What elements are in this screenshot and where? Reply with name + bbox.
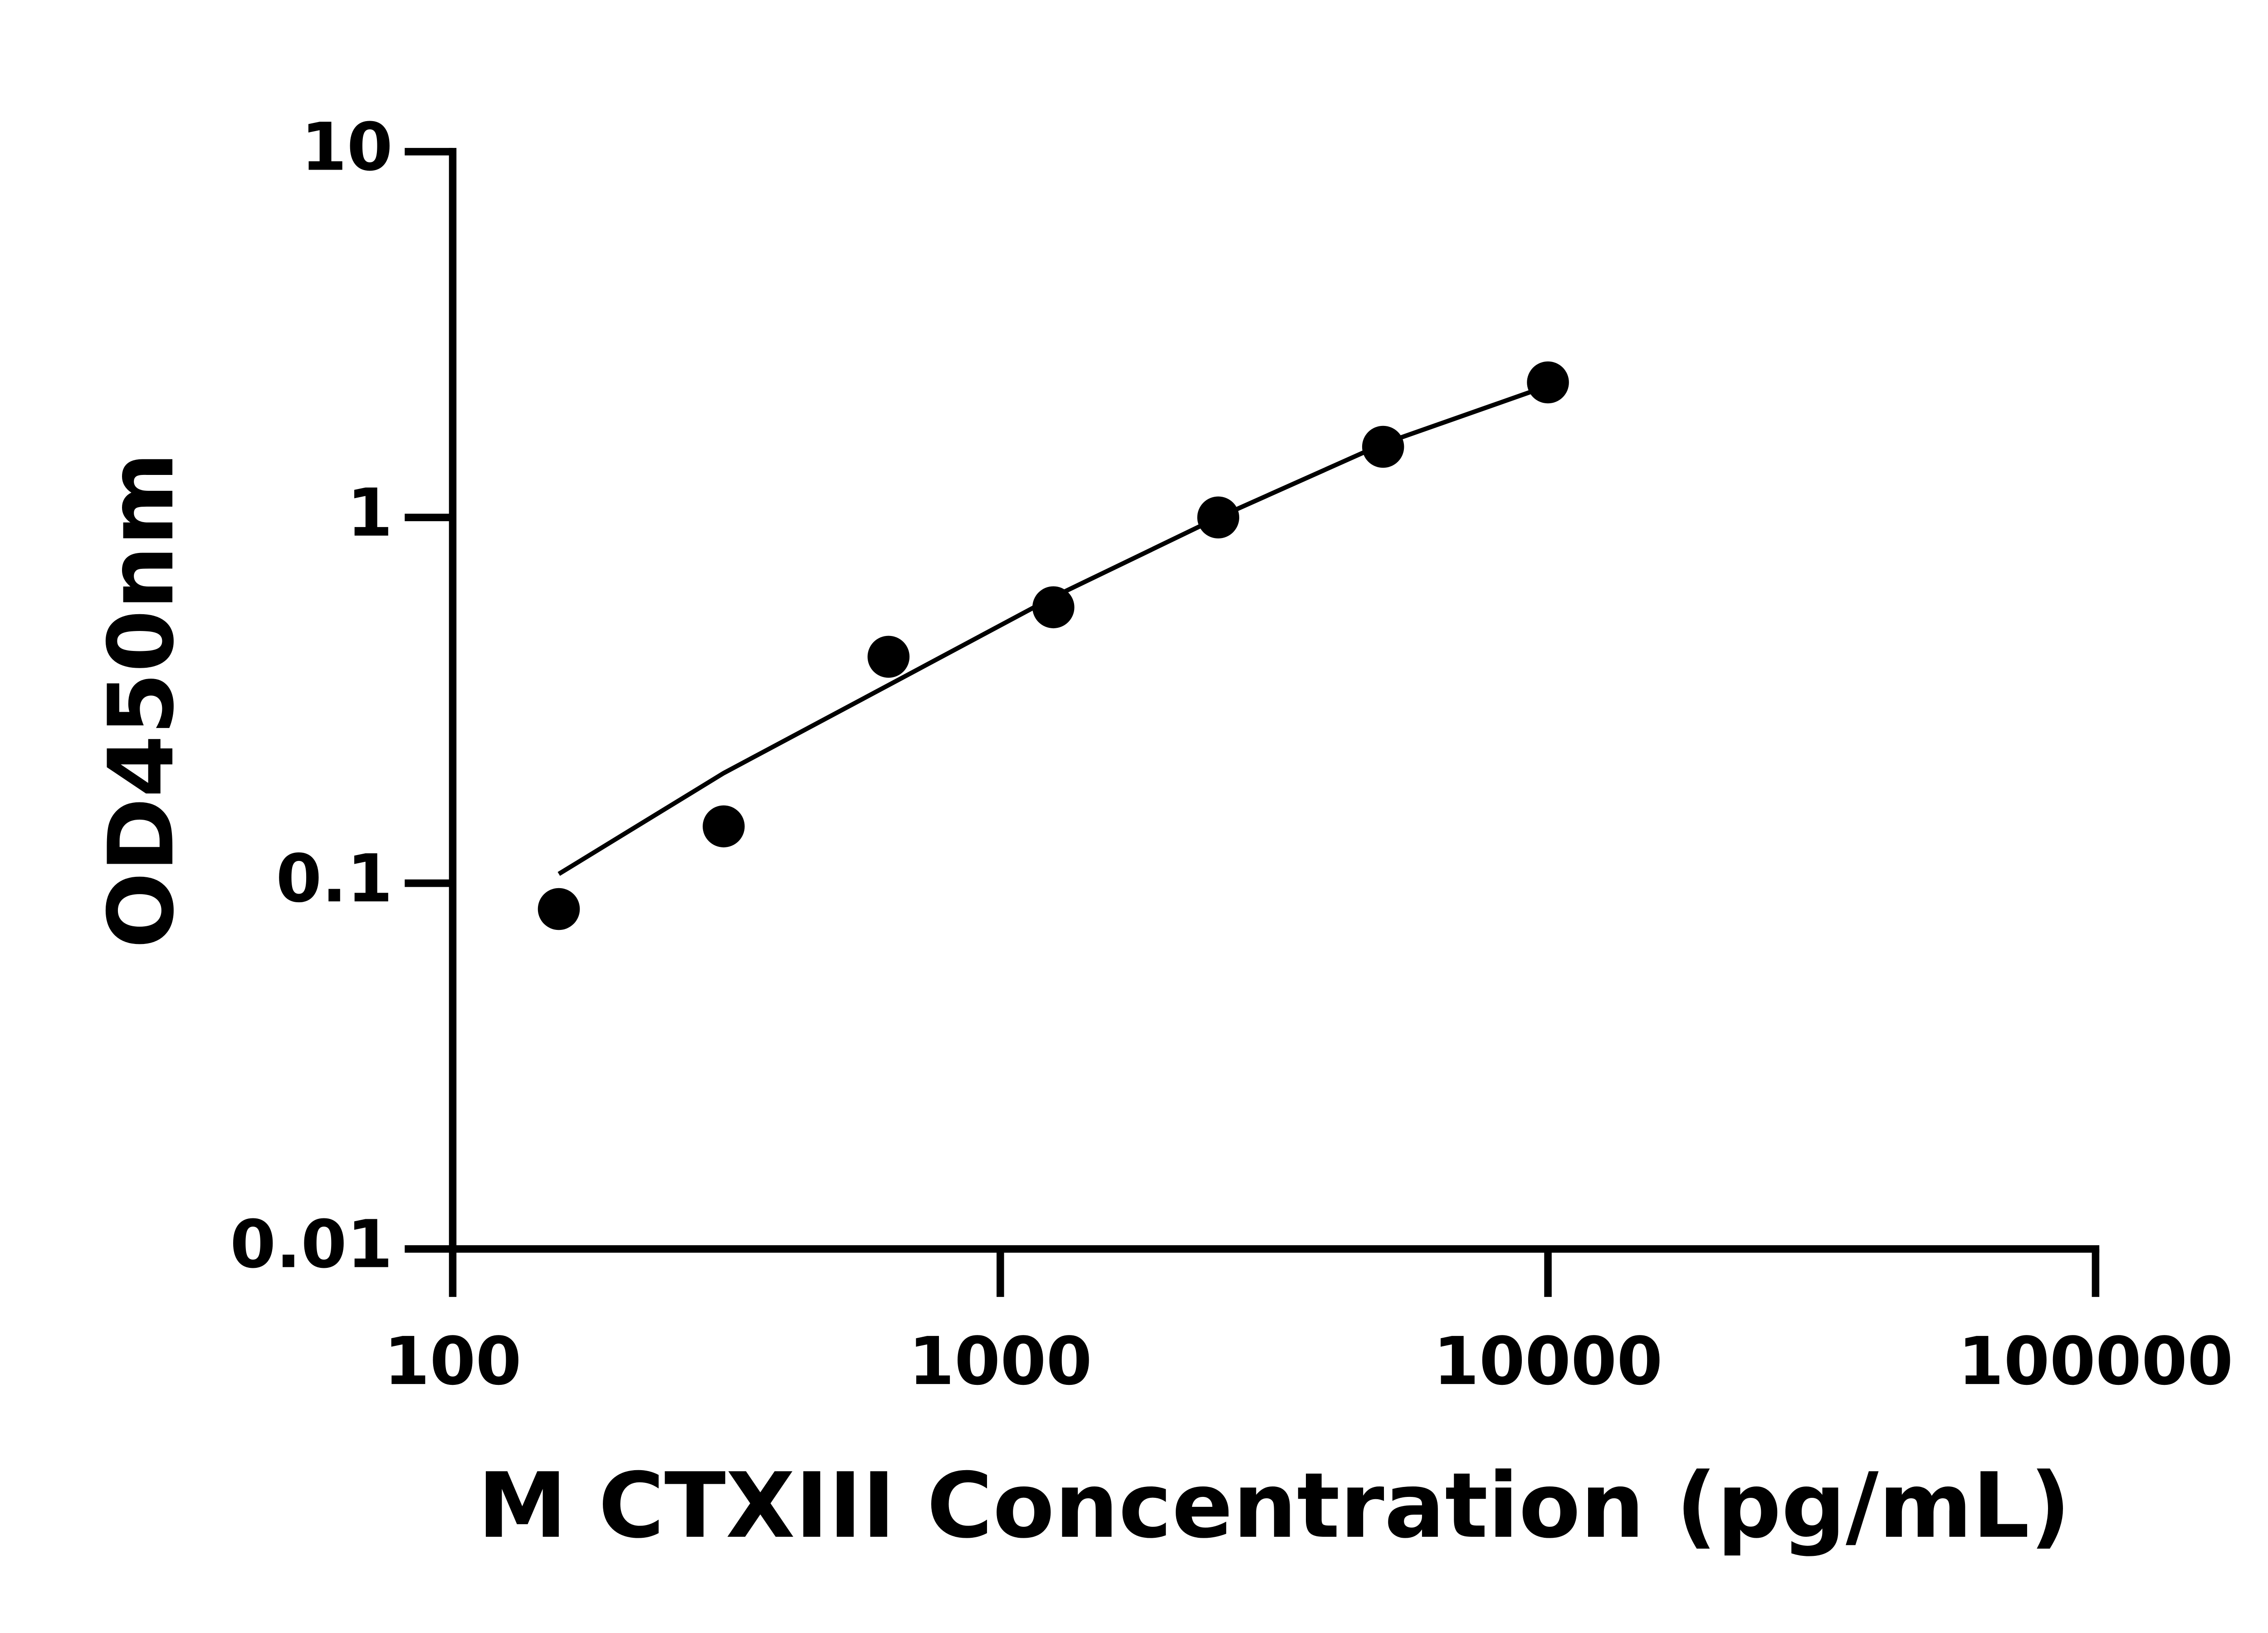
- data-point: [1527, 361, 1569, 404]
- data-point: [1032, 586, 1075, 629]
- data-point: [703, 805, 745, 848]
- y-tick-label: 1: [347, 475, 393, 552]
- y-axis-title: OD450nm: [89, 452, 194, 949]
- y-tick-label: 0.1: [276, 841, 393, 917]
- x-tick-label: 100: [384, 1323, 521, 1400]
- x-tick-label: 10000: [1433, 1323, 1663, 1400]
- fit-curve: [557, 383, 1549, 876]
- x-tick-label: 100000: [1958, 1323, 2233, 1400]
- y-tick-label: 0.01: [230, 1206, 393, 1283]
- data-point: [867, 636, 910, 678]
- x-tick-label: 1000: [909, 1323, 1092, 1400]
- x-axis-title: M CTXIII Concentration (pg/mL): [478, 1453, 2071, 1558]
- y-tick-label: 10: [301, 109, 392, 186]
- data-point: [538, 888, 580, 930]
- data-point: [1362, 425, 1404, 468]
